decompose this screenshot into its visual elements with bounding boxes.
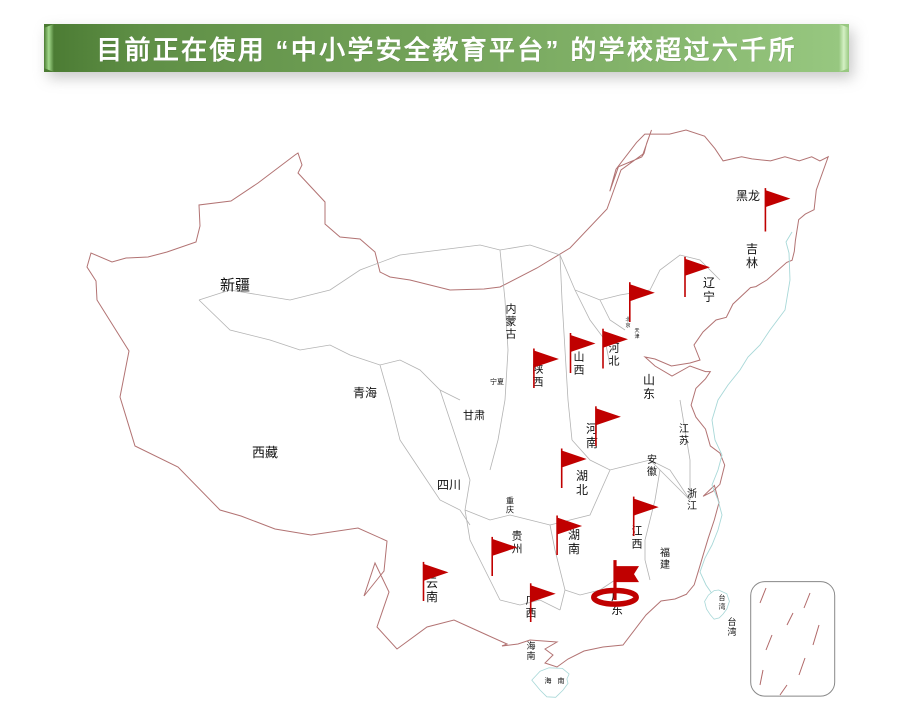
svg-text:北: 北 [576, 483, 588, 497]
svg-text:内: 内 [506, 301, 517, 315]
svg-text:京: 京 [625, 322, 630, 329]
svg-text:青海: 青海 [353, 385, 377, 400]
svg-text:江: 江 [679, 423, 689, 435]
svg-text:湾: 湾 [719, 602, 726, 611]
svg-text:宁: 宁 [703, 289, 715, 304]
svg-text:北: 北 [609, 354, 620, 367]
svg-text:江: 江 [687, 500, 697, 512]
svg-text:吉: 吉 [746, 242, 758, 256]
svg-text:林: 林 [746, 256, 758, 270]
svg-text:浙: 浙 [687, 488, 697, 500]
svg-text:津: 津 [634, 333, 639, 340]
svg-text:新疆: 新疆 [220, 277, 250, 294]
svg-text:宁夏: 宁夏 [490, 377, 504, 386]
svg-text:古: 古 [506, 328, 517, 341]
svg-text:南: 南 [526, 650, 535, 661]
svg-text:福: 福 [660, 546, 670, 559]
svg-text:苏: 苏 [679, 434, 689, 447]
svg-text:西: 西 [632, 538, 643, 550]
svg-text:西: 西 [574, 364, 585, 376]
svg-text:徽: 徽 [647, 465, 657, 478]
svg-text:东: 东 [643, 387, 655, 401]
svg-text:蒙: 蒙 [506, 315, 517, 328]
svg-text:重: 重 [506, 495, 514, 505]
svg-text:山: 山 [574, 351, 585, 364]
svg-text:海: 海 [545, 676, 552, 685]
svg-text:辽: 辽 [703, 276, 715, 290]
svg-text:台: 台 [719, 593, 726, 602]
svg-text:黑龙: 黑龙 [736, 189, 760, 203]
svg-text:贵: 贵 [512, 530, 523, 543]
svg-text:山: 山 [643, 373, 655, 387]
svg-text:南: 南 [558, 676, 565, 685]
svg-text:台: 台 [727, 616, 736, 627]
svg-text:甘肃: 甘肃 [463, 409, 485, 422]
svg-text:安: 安 [647, 453, 657, 466]
svg-text:海: 海 [526, 640, 535, 651]
svg-text:州: 州 [512, 543, 523, 555]
svg-text:四川: 四川 [437, 478, 461, 492]
svg-text:湾: 湾 [727, 626, 736, 637]
svg-text:建: 建 [660, 558, 670, 571]
svg-text:西藏: 西藏 [252, 445, 278, 460]
svg-text:南: 南 [568, 541, 580, 556]
svg-text:南: 南 [426, 589, 438, 604]
svg-text:庆: 庆 [506, 505, 514, 515]
svg-text:湖: 湖 [576, 468, 588, 483]
